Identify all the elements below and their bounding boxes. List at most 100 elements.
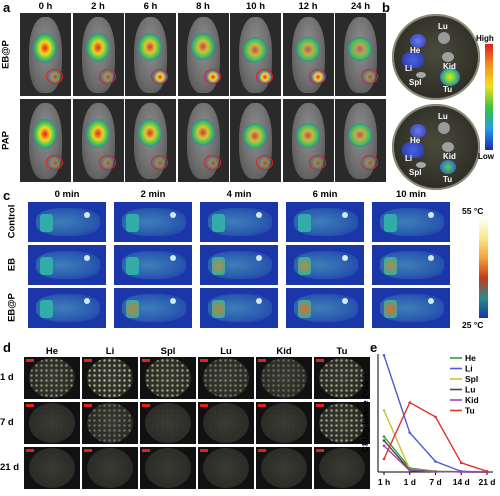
tumor-heat-region [384,214,397,232]
agar-dish [29,403,75,443]
agar-plate-image [82,402,138,444]
panel-d-organ-3: Lu [220,346,232,357]
agar-dish [29,448,75,488]
thermal-image [200,245,278,285]
plate-marker [316,449,324,452]
panel-c-time-1: 2 min [140,189,166,200]
tumor-heat-region [212,257,225,275]
panel-a-row-0: EB@P [0,39,12,69]
thermal-image [200,288,278,328]
agar-plate-image [198,402,254,444]
panel-label-e: e [370,340,378,355]
agar-plate-image [198,447,254,489]
agar-dish [319,358,365,398]
agar-dish [87,403,133,443]
panel-c-time-4: 10 min [395,189,427,200]
mouse-image [20,99,71,182]
signal-hotspot [33,119,57,149]
legend-label: Lu [465,385,475,395]
tumor-ring [256,155,273,170]
organ-heart-bottom [410,124,426,138]
plate-marker [26,449,34,452]
data-point-kid [459,470,463,474]
panel-d-day-1: 7 d [0,417,14,428]
organ-kidney-top [442,52,454,62]
agar-plate-image [314,357,370,399]
signal-hotspot [295,37,320,62]
agar-plate-image [24,357,80,399]
signal-hotspot [348,37,372,61]
plate-marker [142,404,150,407]
mouse-image [177,99,229,182]
tumor-heat-region [126,257,139,275]
thermal-image [372,245,450,285]
organ-label-bottom: Tu [443,175,453,184]
eye-spot [256,255,262,261]
tumor-heat-region [212,300,225,318]
tumor-ring [361,69,378,84]
thermal-image [286,288,364,328]
data-point-spl [382,409,386,412]
plate-marker [316,359,324,362]
organ-label-bottom: Li [405,154,413,163]
organ-tumor-bottom [440,160,456,174]
panel-c-row-1: EB [6,257,18,272]
mouse-image [72,99,124,182]
organ-label-bottom: He [410,136,421,145]
organ-label-top: Lu [438,22,448,31]
agar-plate-image [314,402,370,444]
data-point-li [382,354,386,357]
panel-d-organ-5: Tu [336,346,348,357]
tumor-heat-region [40,300,53,318]
panel-a-time-5: 12 h [298,1,318,12]
x-tick-label: 7 d [429,477,441,487]
agar-dish [261,448,307,488]
data-point-kid [382,444,386,448]
eye-spot [428,255,434,261]
data-point-kid [434,470,437,473]
data-point-lu [382,439,386,442]
panel-d-organ-4: Kid [276,346,292,357]
eye-spot [170,255,176,261]
panel-d-day-0: 1 d [0,372,14,383]
tumor-heat-region [126,214,139,232]
plate-marker [258,404,266,407]
plate-marker [142,449,150,452]
eye-spot [428,212,434,218]
data-point-tu [382,457,386,461]
panel-label-a: a [3,0,11,15]
organ-lung-bottom [438,122,450,134]
panel-c-time-3: 6 min [312,189,338,200]
plate-marker [26,359,34,362]
signal-hotspot [138,119,162,147]
mouse-image [72,13,124,96]
thermal-image [286,202,364,242]
eye-spot [84,255,90,261]
tumor-ring [256,69,273,84]
plate-marker [84,359,92,362]
plate-marker [258,449,266,452]
panel-c-time-2: 4 min [226,189,252,200]
panel-a-row-1: PAP [0,130,12,150]
signal-hotspot [190,119,215,146]
tumor-ring [46,69,63,84]
tumor-ring [98,69,116,84]
agar-dish [87,358,133,398]
panel-a-time-6: 24 h [350,1,370,12]
tumor-heat-region [40,257,53,275]
agar-plate-image [82,447,138,489]
x-tick-label: 1 d [404,477,416,487]
data-point-kid [408,469,412,472]
panel-a-time-4: 10 h [245,1,265,12]
thermal-image [200,202,278,242]
eye-spot [170,298,176,304]
panel-label-d: d [3,340,11,355]
mouse-image [335,13,386,96]
mouse-image [282,13,334,96]
plate-marker [142,359,150,362]
organ-label-bottom: Kid [443,152,456,161]
panel-a-time-3: 8 h [196,1,210,12]
panel-d-day-2: 21 d [0,462,20,473]
panel-label-c: c [3,188,11,203]
organ-liver-bottom [402,142,424,158]
